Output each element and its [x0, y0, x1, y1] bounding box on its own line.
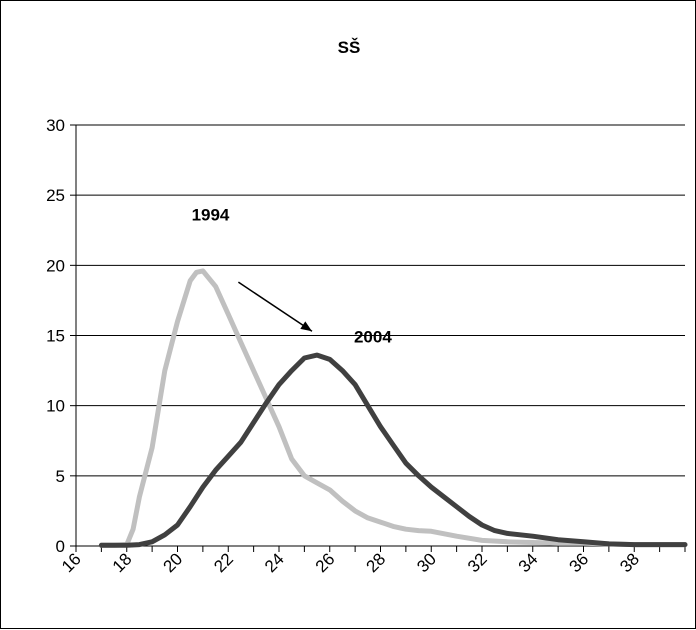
- series-lines: [98, 268, 688, 548]
- chart-title: SŠ: [338, 38, 361, 57]
- y-tick-label: 30: [46, 116, 65, 135]
- x-tick-label: 30: [413, 549, 440, 576]
- y-tick-label: 0: [56, 537, 65, 556]
- x-tick-label: 36: [566, 549, 593, 576]
- x-tick-label: 38: [616, 549, 643, 576]
- annotation-arrow-line: [237, 281, 313, 332]
- x-tick-label: 18: [109, 549, 136, 576]
- annotations: 1994 2004: [192, 205, 393, 346]
- x-tick-label: 20: [160, 549, 187, 576]
- y-tick-label: 25: [46, 186, 65, 205]
- series-line-2004: [98, 352, 688, 548]
- grid-lines: [76, 124, 685, 477]
- annotation-label: 1994: [192, 205, 230, 224]
- annotation-label: 2004: [354, 328, 392, 347]
- x-tick-label: 34: [515, 549, 542, 576]
- y-tick-label: 5: [56, 467, 65, 486]
- x-tick-label: 22: [210, 549, 237, 576]
- y-tick-label: 10: [46, 397, 65, 416]
- series-line-1994: [98, 268, 688, 548]
- x-tick-label: 26: [312, 549, 339, 576]
- x-tick-label: 24: [261, 549, 288, 576]
- y-tick-label: 15: [46, 327, 65, 346]
- y-tick-label: 20: [46, 256, 65, 275]
- annotation-arrow-head: [300, 321, 312, 332]
- x-tick-label: 32: [464, 549, 491, 576]
- x-tick-label: 28: [363, 549, 390, 576]
